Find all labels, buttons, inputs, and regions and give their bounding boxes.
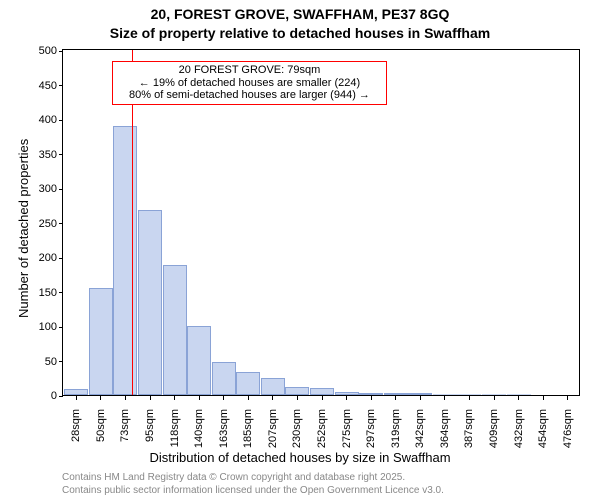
bar [482,394,506,395]
bar [212,362,236,395]
bar [236,372,260,395]
x-tick-label: 319sqm [390,403,402,448]
annotation-line3: 80% of semi-detached houses are larger (… [117,89,382,102]
x-tick-label: 50sqm [95,403,107,442]
y-tick-label: 400 [39,114,63,126]
x-tick [322,396,323,400]
y-tick-label: 500 [39,45,63,57]
y-tick-label: 100 [39,321,63,333]
x-tick-label: 409sqm [488,403,500,448]
annotation-box: 20 FOREST GROVE: 79sqm ← 19% of detached… [112,61,387,105]
x-tick [76,396,77,400]
bar [457,394,481,395]
chart-title: 20, FOREST GROVE, SWAFFHAM, PE37 8GQ [0,6,600,22]
bar [261,378,285,395]
x-tick [150,396,151,400]
y-tick-label: 0 [51,390,63,402]
x-tick-label: 275sqm [341,403,353,448]
x-tick [543,396,544,400]
bar [285,387,309,395]
x-axis-label: Distribution of detached houses by size … [0,450,600,465]
x-tick-label: 28sqm [70,403,82,442]
annotation-line1: 20 FOREST GROVE: 79sqm [117,64,382,77]
x-tick [272,396,273,400]
bar [507,394,531,395]
x-tick [518,396,519,400]
plot-area: 20 FOREST GROVE: 79sqm ← 19% of detached… [62,49,580,396]
x-tick-label: 297sqm [365,403,377,448]
footnote-2: Contains public sector information licen… [62,485,444,496]
y-tick-label: 50 [45,356,63,368]
x-tick [346,396,347,400]
bar [310,388,334,395]
y-tick-label: 300 [39,183,63,195]
bar [187,326,211,395]
bar [335,392,359,395]
y-tick-label: 150 [39,287,63,299]
bar [64,389,88,395]
x-tick [469,396,470,400]
bar [384,393,408,395]
x-tick-label: 118sqm [169,403,181,447]
x-tick [395,396,396,400]
x-tick [223,396,224,400]
x-tick [125,396,126,400]
x-tick-label: 185sqm [242,403,254,448]
bar [138,210,162,395]
x-tick [248,396,249,400]
bar [433,394,457,395]
x-tick [420,396,421,400]
x-tick [297,396,298,400]
x-tick [371,396,372,400]
x-tick-label: 432sqm [513,403,525,448]
x-tick [444,396,445,400]
footnote-1: Contains HM Land Registry data © Crown c… [62,472,405,483]
x-tick [174,396,175,400]
x-tick-label: 230sqm [291,403,303,448]
x-tick-label: 207sqm [267,403,279,448]
y-axis-label: Number of detached properties [16,138,31,317]
x-tick-label: 454sqm [537,403,549,448]
x-tick-label: 95sqm [144,403,156,442]
x-tick-label: 387sqm [463,403,475,448]
bar [113,126,137,395]
x-tick-label: 476sqm [562,403,574,448]
x-tick-label: 73sqm [119,403,131,442]
x-tick [100,396,101,400]
x-tick [199,396,200,400]
bar [163,265,187,395]
x-tick-label: 163sqm [218,403,230,448]
y-tick-label: 200 [39,252,63,264]
chart-subtitle: Size of property relative to detached ho… [0,25,600,41]
x-tick-label: 342sqm [414,403,426,448]
bar [408,393,432,395]
annotation-line2: ← 19% of detached houses are smaller (22… [117,77,382,90]
chart-root: 20, FOREST GROVE, SWAFFHAM, PE37 8GQ Siz… [0,0,600,500]
x-tick [567,396,568,400]
x-tick [494,396,495,400]
x-tick-label: 140sqm [193,403,205,448]
bar [89,288,113,395]
x-tick-label: 252sqm [316,403,328,448]
bar [359,393,383,395]
y-tick-label: 450 [39,80,63,92]
y-tick-label: 350 [39,149,63,161]
x-tick-label: 364sqm [439,403,451,448]
y-tick-label: 250 [39,218,63,230]
